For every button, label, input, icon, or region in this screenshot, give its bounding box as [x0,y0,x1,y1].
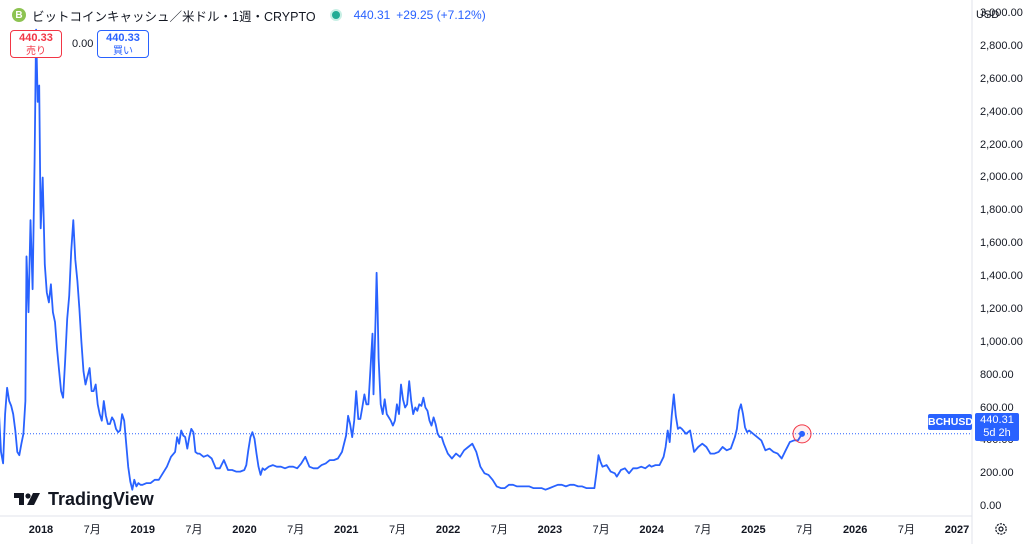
price-tag-countdown: 5d 2h [983,427,1011,439]
spread-value: 0.00 [72,38,94,50]
sell-label: 売り [26,46,46,57]
x-tick-label: 7月 [796,524,814,536]
y-tick-label: 200.00 [980,467,1014,480]
y-tick-label: 2,200.00 [980,138,1023,151]
currency-selector[interactable]: USD [976,9,1000,21]
y-tick-label: 2,600.00 [980,72,1023,85]
x-tick-label: 7月 [287,524,305,536]
x-tick-label: 7月 [83,524,101,536]
y-tick-label: 1,400.00 [980,270,1023,283]
x-tick-label: 2020 [232,524,257,536]
price-tag-value: 440.31 [980,414,1014,426]
tradingview-brand[interactable]: TradingView [14,488,154,510]
y-tick-label: 1,200.00 [980,302,1023,315]
x-tick-label: 2021 [334,524,359,536]
x-tick-label: 2019 [130,524,155,536]
buy-price: 440.33 [106,32,140,44]
y-tick-label: 600.00 [980,401,1014,414]
x-tick-label: 2026 [842,524,868,536]
x-tick-label: 2022 [435,524,461,536]
x-tick-label: 7月 [185,524,203,536]
x-tick-label: 7月 [694,524,712,536]
x-tick-label: 2025 [741,524,766,536]
sell-price: 440.33 [19,32,53,44]
y-tick-label: 2,400.00 [980,105,1023,118]
y-tick-label: 1,000.00 [980,335,1023,348]
tradingview-logo-icon [14,493,40,505]
legend-price-change: +29.25 (+7.12%) [396,8,486,22]
price-series-line [0,28,803,491]
y-tick-label: 1,800.00 [980,204,1023,217]
y-tick-label: 0.00 [980,500,1002,513]
price-tag: 440.31 5d 2h [975,413,1019,441]
x-tick-label: 7月 [388,524,407,536]
y-tick-label: 2,800.00 [980,40,1023,52]
symbol-legend[interactable]: B ビットコインキャッシュ／米ドル・1週・CRYPTO 440.31 +29.2… [12,6,486,24]
price-tag-symbol: BCHUSD [928,414,973,430]
x-tick-label: 2024 [639,524,664,536]
x-tick-label: 2023 [537,524,563,536]
buy-label: 買い [113,46,133,57]
bitcoin-cash-icon: B [12,8,26,22]
buy-button[interactable]: 440.33 買い [97,30,149,58]
x-tick-label: 2018 [28,524,54,536]
market-open-dot-icon [331,11,340,19]
last-price-marker [799,430,806,437]
x-tick-label: 2027 [944,524,970,536]
brand-name: TradingView [48,488,154,509]
legend-last-price: 440.31 [353,8,391,22]
y-tick-label: 2,000.00 [980,171,1023,184]
sell-button[interactable]: 440.33 売り [10,30,62,58]
x-tick-label: 7月 [490,524,508,536]
y-tick-label: 800.00 [980,368,1014,381]
y-tick-label: 3,000.00 [980,7,1023,20]
symbol-title[interactable]: ビットコインキャッシュ／米ドル・1週・CRYPTO [32,9,316,24]
x-tick-label: 7月 [897,524,915,536]
y-tick-label: 1,600.00 [980,237,1023,250]
gear-icon[interactable] [994,522,1008,536]
x-tick-label: 7月 [592,524,610,536]
